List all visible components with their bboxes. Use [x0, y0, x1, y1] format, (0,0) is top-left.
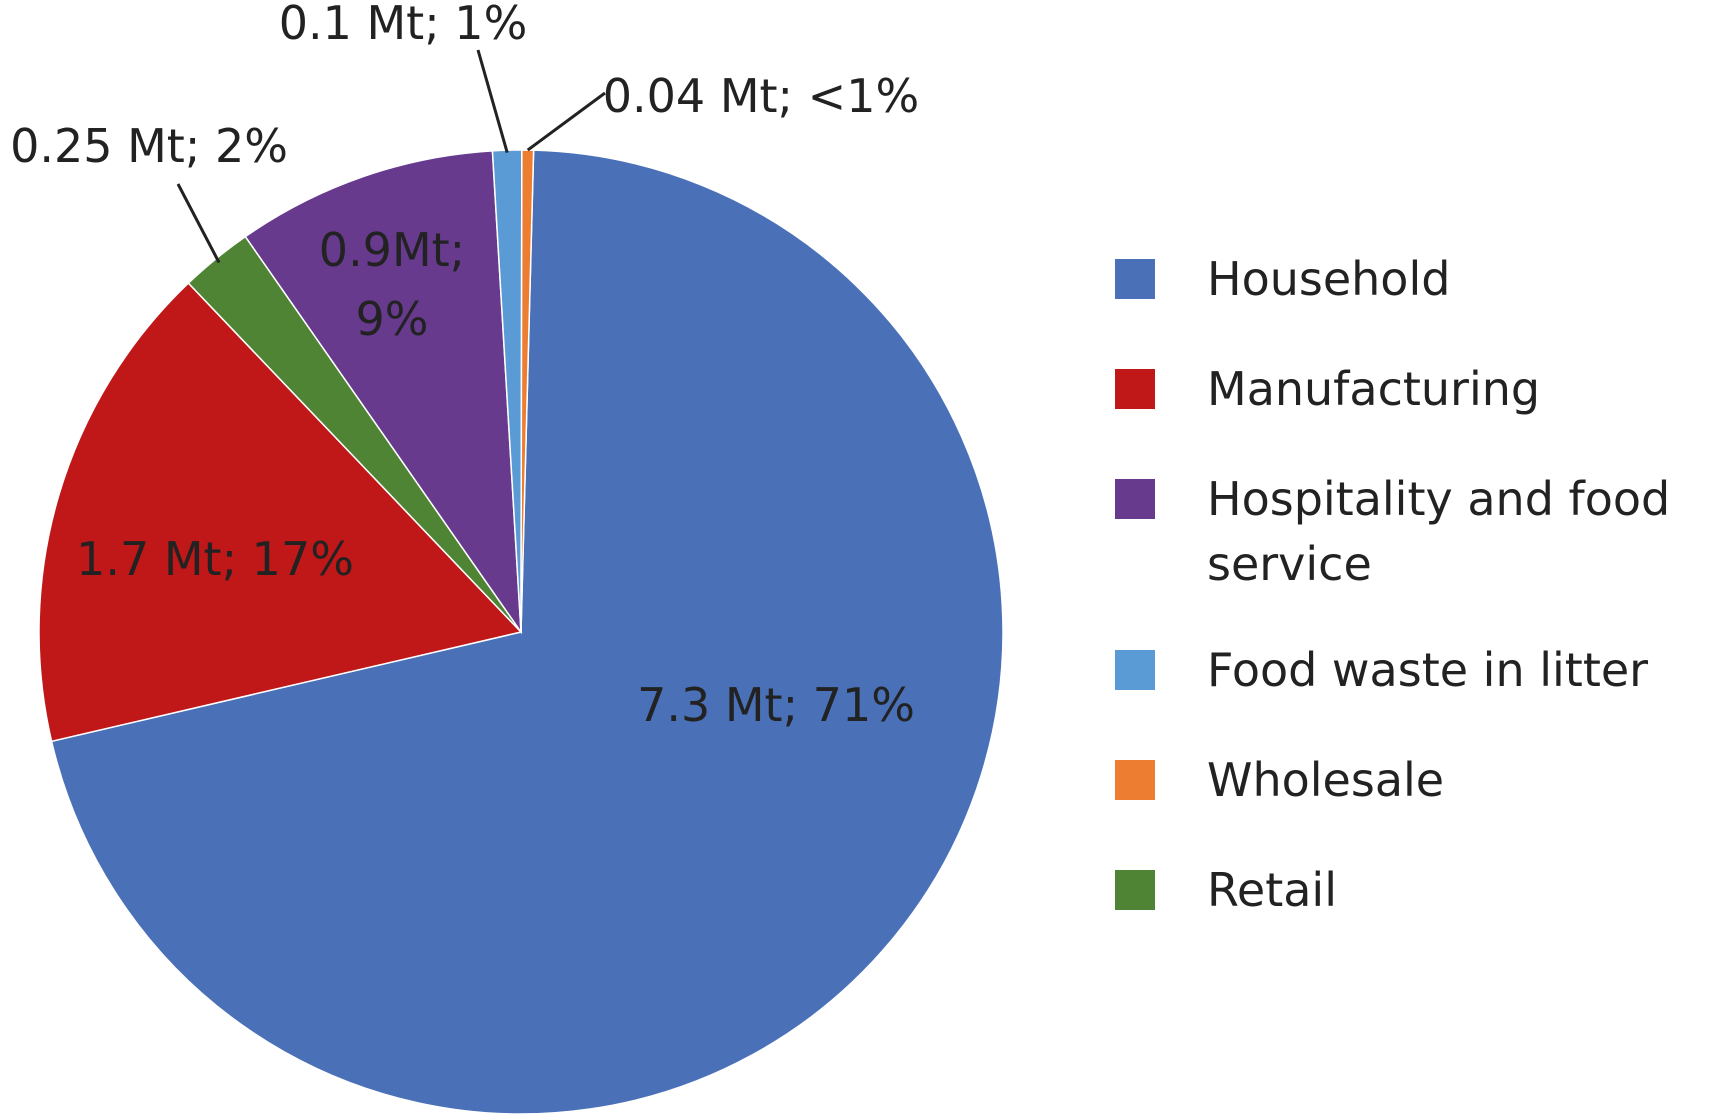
- data-label-hospitality-and-food-service-line-2: 9%: [356, 292, 429, 346]
- pie-slice-wholesale: [520, 149, 535, 633]
- legend-label-retail: Retail: [1207, 863, 1337, 917]
- pie-slices: [38, 149, 1004, 1115]
- legend-label-food-waste-in-litter: Food waste in litter: [1207, 643, 1648, 697]
- legend-swatch-food-waste-in-litter: [1115, 650, 1155, 690]
- data-label-food-waste-in-litter: 0.1 Mt; 1%: [279, 0, 528, 50]
- data-label-manufacturing: 1.7 Mt; 17%: [76, 532, 354, 586]
- legend-label-household: Household: [1207, 252, 1450, 306]
- legend: Household Manufacturing Hospitality and fo…: [1115, 252, 1670, 917]
- leader-lines: [176, 49, 606, 264]
- data-label-retail: 0.25 Mt; 2%: [10, 119, 288, 173]
- legend-swatch-hospitality-and-food-service: [1115, 479, 1155, 519]
- leader-line-retail: [176, 183, 221, 264]
- legend-swatch-wholesale: [1115, 760, 1155, 800]
- legend-label-hospitality-and-food-service-line-2: service: [1207, 537, 1372, 591]
- leader-line-food-waste-in-litter: [476, 49, 509, 154]
- data-labels: 7.3 Mt; 71% 1.7 Mt; 17% 0.25 Mt; 2% 0.9Mt; 9…: [10, 0, 919, 732]
- legend-label-wholesale: Wholesale: [1207, 753, 1444, 807]
- data-label-household: 7.3 Mt; 71%: [637, 678, 915, 732]
- legend-swatch-manufacturing: [1115, 369, 1155, 409]
- legend-label-manufacturing: Manufacturing: [1207, 362, 1540, 416]
- legend-label-hospitality-and-food-service-line-1: Hospitality and food: [1207, 472, 1670, 526]
- data-label-wholesale: 0.04 Mt; <1%: [603, 69, 919, 123]
- pie-slice-hospitality-and-food-service: [244, 150, 522, 635]
- legend-swatch-retail: [1115, 870, 1155, 910]
- data-label-hospitality-and-food-service-line-1: 0.9Mt;: [319, 223, 465, 277]
- leader-line-wholesale: [526, 91, 606, 152]
- pie-slice-household: [50, 149, 1004, 1115]
- legend-swatch-household: [1115, 259, 1155, 299]
- pie-slice-manufacturing: [38, 282, 523, 743]
